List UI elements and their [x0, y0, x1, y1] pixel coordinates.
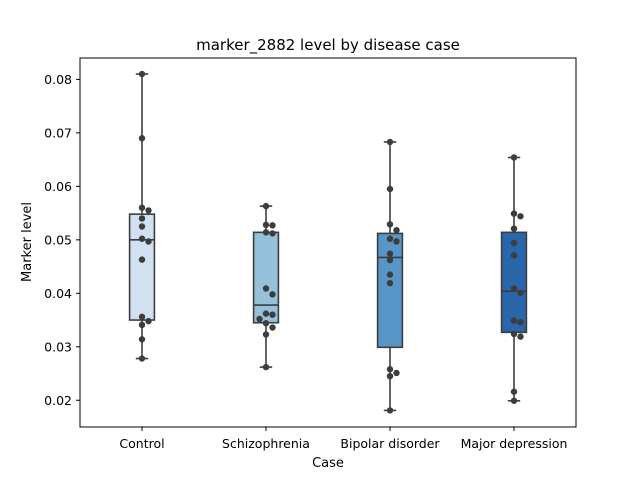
data-point	[386, 250, 394, 257]
data-point	[393, 369, 400, 377]
data-point	[510, 239, 518, 247]
y-tick-label: 0.04	[44, 286, 72, 301]
data-point	[138, 204, 146, 211]
box	[500, 231, 528, 334]
y-axis-label: Marker level	[20, 202, 35, 282]
chart-title: marker_2882 level by disease case	[196, 36, 460, 55]
data-point	[138, 135, 146, 142]
data-point	[386, 138, 394, 146]
y-tick-label: 0.06	[44, 179, 72, 194]
data-point	[138, 235, 146, 242]
y-tick-label: 0.08	[44, 72, 72, 87]
box	[128, 213, 156, 321]
x-tick-label: Major depression	[461, 436, 568, 451]
x-axis-label: Case	[312, 456, 344, 471]
y-tick-label: 0.02	[44, 393, 72, 408]
data-point	[517, 333, 524, 340]
data-point	[262, 331, 270, 338]
data-point	[510, 397, 518, 404]
data-point	[510, 225, 518, 232]
data-point	[138, 355, 146, 362]
box-group	[376, 138, 404, 414]
y-axis: 0.02 0.03 0.04 0.05 0.06 0.07 0.08	[44, 72, 80, 408]
data-point	[386, 407, 394, 414]
data-point	[386, 235, 394, 242]
data-point	[386, 271, 394, 278]
data-point	[517, 289, 524, 296]
data-point	[262, 202, 270, 210]
data-point	[138, 70, 146, 78]
x-tick-label: Bipolar disorder	[340, 436, 440, 451]
data-point	[510, 252, 518, 259]
data-point	[138, 321, 146, 329]
data-point	[510, 317, 518, 324]
data-point	[262, 285, 270, 292]
box-group	[500, 154, 528, 404]
data-point	[386, 185, 394, 193]
data-point	[386, 256, 394, 264]
data-point	[269, 291, 276, 298]
data-point	[145, 317, 152, 325]
data-point	[393, 238, 400, 245]
box-group	[252, 202, 280, 371]
x-tick-label: Schizophrenia	[222, 436, 310, 451]
x-tick-label: Control	[119, 436, 164, 451]
data-point	[262, 363, 270, 371]
y-tick-label: 0.03	[44, 339, 72, 354]
data-point	[386, 221, 394, 228]
data-point	[145, 238, 152, 245]
data-point	[510, 210, 518, 217]
plot-marks	[128, 70, 528, 414]
data-point	[269, 230, 276, 237]
data-point	[510, 285, 518, 292]
data-point	[262, 320, 270, 327]
data-point	[510, 330, 518, 338]
data-point	[138, 336, 146, 343]
box	[376, 232, 404, 349]
data-point	[138, 223, 146, 230]
data-point	[256, 315, 263, 323]
data-point	[510, 388, 518, 395]
box	[252, 231, 280, 324]
data-point	[262, 221, 270, 229]
data-point	[138, 215, 146, 222]
data-point	[393, 227, 400, 234]
data-point	[517, 318, 524, 326]
data-point	[262, 229, 270, 236]
data-point	[510, 154, 518, 161]
box-group	[128, 70, 156, 362]
y-tick-label: 0.07	[44, 125, 72, 140]
data-point	[269, 324, 276, 331]
data-point	[386, 366, 394, 373]
data-point	[269, 311, 276, 318]
data-point	[269, 222, 276, 229]
y-tick-label: 0.05	[44, 232, 72, 247]
data-point	[517, 213, 524, 220]
data-point	[138, 256, 146, 263]
plot-frame	[79, 57, 577, 428]
data-point	[386, 372, 394, 380]
data-point	[138, 313, 146, 321]
data-point	[145, 207, 152, 214]
x-axis: Control Schizophrenia Bipolar disorder Majo…	[119, 427, 567, 451]
data-point	[262, 310, 270, 317]
data-point	[386, 279, 394, 287]
